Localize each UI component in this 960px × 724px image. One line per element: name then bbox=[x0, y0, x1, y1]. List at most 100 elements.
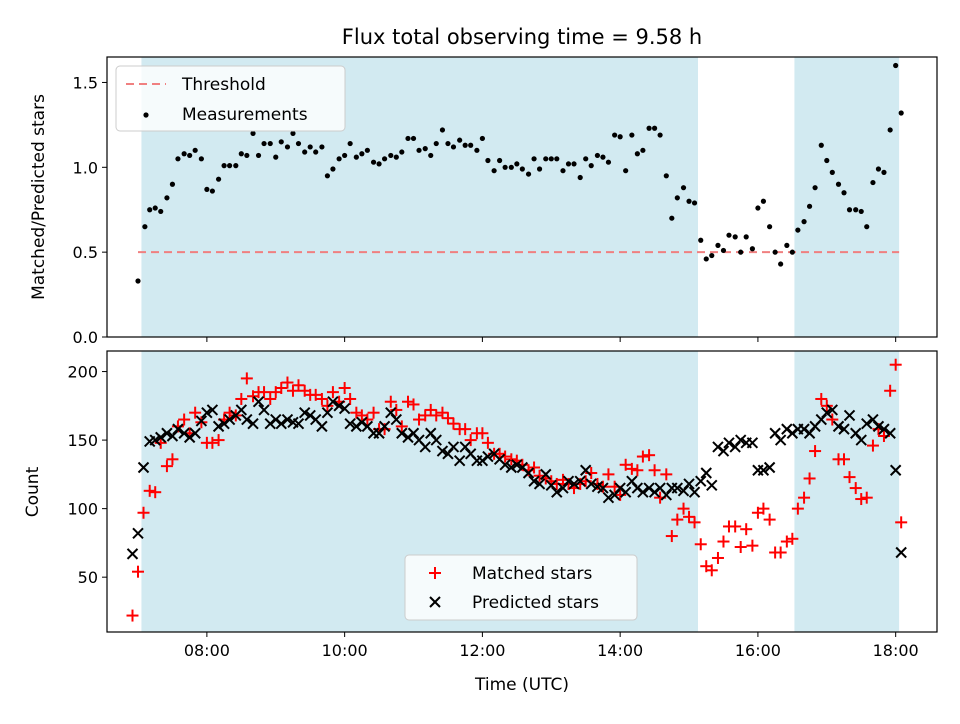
predicted-star-point bbox=[132, 527, 144, 540]
matched-star-point bbox=[178, 413, 191, 426]
predicted-star-point bbox=[574, 475, 586, 487]
measurement-point bbox=[864, 224, 870, 230]
matched-star-point bbox=[849, 482, 862, 495]
matched-star-point bbox=[166, 453, 179, 466]
predicted-star-point bbox=[333, 400, 345, 412]
measurement-point bbox=[399, 149, 405, 155]
measurement-point bbox=[158, 208, 164, 215]
predicted-star-point bbox=[206, 404, 219, 416]
measurement-point bbox=[181, 151, 187, 157]
measurement-point bbox=[698, 237, 704, 243]
predicted-star-point bbox=[884, 427, 896, 439]
predicted-star-point bbox=[137, 461, 150, 474]
measurement-point bbox=[175, 156, 181, 162]
measurement-point bbox=[767, 224, 773, 230]
predicted-star-point bbox=[126, 548, 139, 560]
axes-frame bbox=[106, 56, 938, 338]
predicted-star-point bbox=[619, 486, 632, 498]
measurement-point bbox=[324, 173, 331, 179]
measurement-point bbox=[164, 195, 170, 201]
matched-star-point bbox=[884, 384, 897, 397]
measurement-point bbox=[623, 168, 629, 174]
matched-star-point bbox=[688, 516, 701, 529]
measurement-point bbox=[657, 132, 663, 138]
predicted-star-point bbox=[562, 475, 575, 487]
measurement-point bbox=[519, 166, 525, 172]
matched-star-point bbox=[798, 491, 811, 504]
predicted-star-point bbox=[482, 450, 494, 463]
matched-star-point bbox=[889, 358, 902, 371]
matched-star-point bbox=[137, 506, 150, 519]
predicted-star-point bbox=[528, 475, 540, 487]
measurement-point bbox=[801, 219, 807, 225]
measurement-point bbox=[755, 205, 761, 211]
y-tick-label: 0.5 bbox=[73, 243, 98, 262]
predicted-star-point bbox=[843, 409, 856, 422]
predicted-star-point bbox=[453, 454, 466, 467]
matched-star-point bbox=[665, 530, 678, 543]
matched-star-point bbox=[315, 392, 328, 405]
matched-star-point bbox=[149, 486, 162, 499]
measurement-point bbox=[514, 161, 520, 167]
x-tick-label: 10:00 bbox=[322, 641, 368, 660]
predicted-star-point bbox=[396, 427, 408, 439]
measurement-point bbox=[703, 256, 709, 262]
predicted-star-point bbox=[316, 420, 328, 433]
matched-star-point bbox=[694, 538, 707, 551]
measurement-point bbox=[818, 142, 824, 148]
predicted-star-point bbox=[201, 406, 213, 419]
matched-star-point bbox=[402, 395, 415, 408]
predicted-star-point bbox=[568, 478, 580, 490]
matched-star-point bbox=[643, 449, 656, 462]
measurement-point bbox=[772, 249, 778, 255]
measurement-point bbox=[853, 207, 859, 213]
matched-star-point bbox=[143, 484, 156, 497]
measurement-point bbox=[416, 147, 422, 153]
matched-star-point bbox=[206, 436, 219, 449]
predicted-star-point bbox=[763, 461, 776, 474]
matched-star-point bbox=[602, 468, 615, 481]
matched-star-point bbox=[286, 384, 299, 397]
measurement-point bbox=[881, 169, 887, 175]
measurement-point bbox=[634, 151, 640, 157]
matched-star-point bbox=[424, 403, 437, 416]
matched-star-point bbox=[791, 502, 804, 515]
measurement-point bbox=[749, 246, 756, 252]
matched-star-point bbox=[711, 551, 724, 564]
matched-star-point bbox=[826, 413, 839, 426]
matched-star-point bbox=[447, 417, 460, 430]
legend-matched-swatch bbox=[429, 567, 441, 579]
matched-star-point bbox=[395, 420, 408, 433]
measurement-point bbox=[147, 207, 153, 213]
predicted-star-point bbox=[838, 423, 850, 435]
matched-star-point bbox=[160, 460, 173, 473]
measurement-point bbox=[691, 200, 698, 206]
measurement-point bbox=[548, 156, 554, 162]
matched-star-point bbox=[126, 609, 139, 622]
measurement-point bbox=[588, 163, 594, 169]
predicted-star-point bbox=[878, 423, 890, 435]
measurement-point bbox=[824, 157, 830, 164]
predicted-star-point bbox=[161, 427, 173, 439]
measurement-point bbox=[215, 176, 222, 182]
measurement-point bbox=[284, 144, 291, 150]
matched-star-point bbox=[344, 392, 357, 405]
observing-window bbox=[794, 351, 900, 632]
matched-star-point bbox=[240, 372, 253, 385]
predicted-star-point bbox=[252, 396, 265, 408]
matched-star-point bbox=[275, 382, 288, 395]
measurement-point bbox=[760, 198, 767, 204]
predicted-star-point bbox=[499, 459, 511, 471]
matched-star-point bbox=[481, 436, 494, 449]
matched-star-point bbox=[350, 406, 363, 419]
matched-star-point bbox=[855, 493, 868, 506]
y-tick-label: 150 bbox=[67, 431, 98, 450]
measurement-point bbox=[686, 198, 692, 204]
matched-star-point bbox=[309, 388, 322, 401]
measurement-point bbox=[278, 139, 284, 145]
measurement-point bbox=[669, 215, 675, 221]
predicted-star-point bbox=[551, 486, 563, 498]
predicted-star-point bbox=[155, 431, 167, 444]
predicted-star-point bbox=[533, 478, 546, 490]
matched-star-point bbox=[717, 535, 730, 548]
